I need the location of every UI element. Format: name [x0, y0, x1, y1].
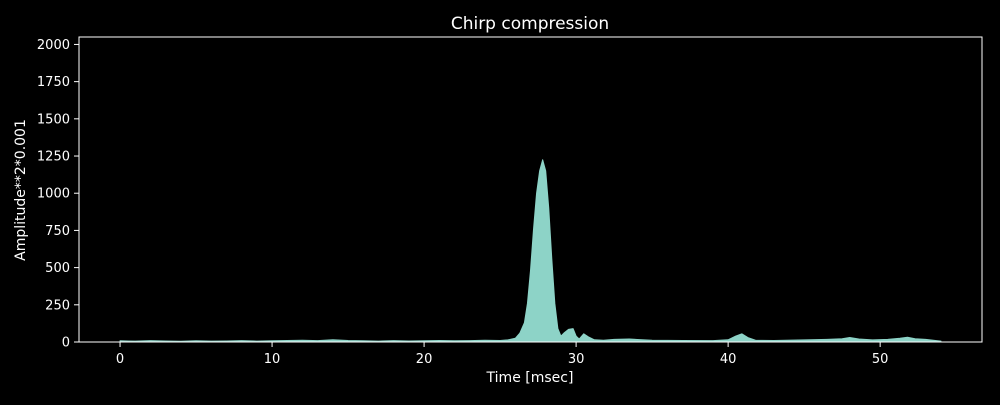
x-tick-label: 10 [264, 352, 281, 367]
y-tick-label: 1750 [37, 75, 70, 90]
y-tick-label: 2000 [37, 38, 70, 53]
x-axis-label: Time [msec] [486, 370, 574, 386]
x-tick-label: 30 [568, 352, 585, 367]
y-tick-label: 750 [45, 224, 70, 239]
x-axis: 0 10 20 30 40 50 [116, 342, 889, 367]
plot-frame [78, 36, 983, 343]
x-tick-label: 40 [720, 352, 737, 367]
x-tick-label: 50 [872, 352, 889, 367]
y-tick-label: 1500 [37, 112, 70, 127]
y-tick-label: 500 [45, 261, 70, 276]
plot-area [119, 159, 942, 343]
y-axis: 0 250 500 750 1000 1250 1500 1750 2000 [37, 38, 79, 351]
series-area-0 [119, 159, 942, 343]
y-tick-label: 0 [62, 336, 70, 351]
x-tick-label: 20 [416, 352, 433, 367]
chart-title: Chirp compression [451, 14, 609, 34]
y-axis-label: Amplitude**2*0.001 [13, 119, 29, 261]
y-tick-label: 1250 [37, 150, 70, 165]
x-tick-label: 0 [116, 352, 124, 367]
y-tick-label: 1000 [37, 187, 70, 202]
y-tick-label: 250 [45, 298, 70, 313]
